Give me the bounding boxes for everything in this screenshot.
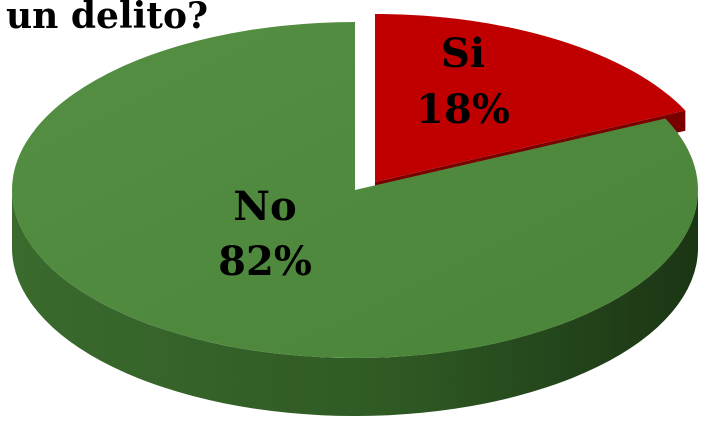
slice-label-no-value: 82% bbox=[218, 238, 312, 285]
slice-si bbox=[375, 14, 686, 182]
slice-no bbox=[11, 22, 698, 358]
slice-label-no: No 82% bbox=[218, 183, 312, 285]
chart-title: un delito? bbox=[6, 0, 208, 37]
pie-tops bbox=[11, 14, 698, 358]
slice-label-si-value: 18% bbox=[416, 86, 510, 133]
slice-side-no bbox=[12, 190, 698, 416]
slice-label-si-name: Si bbox=[441, 30, 485, 77]
slice-label-si: Si 18% bbox=[416, 30, 510, 133]
slice-label-no-name: No bbox=[233, 183, 296, 230]
